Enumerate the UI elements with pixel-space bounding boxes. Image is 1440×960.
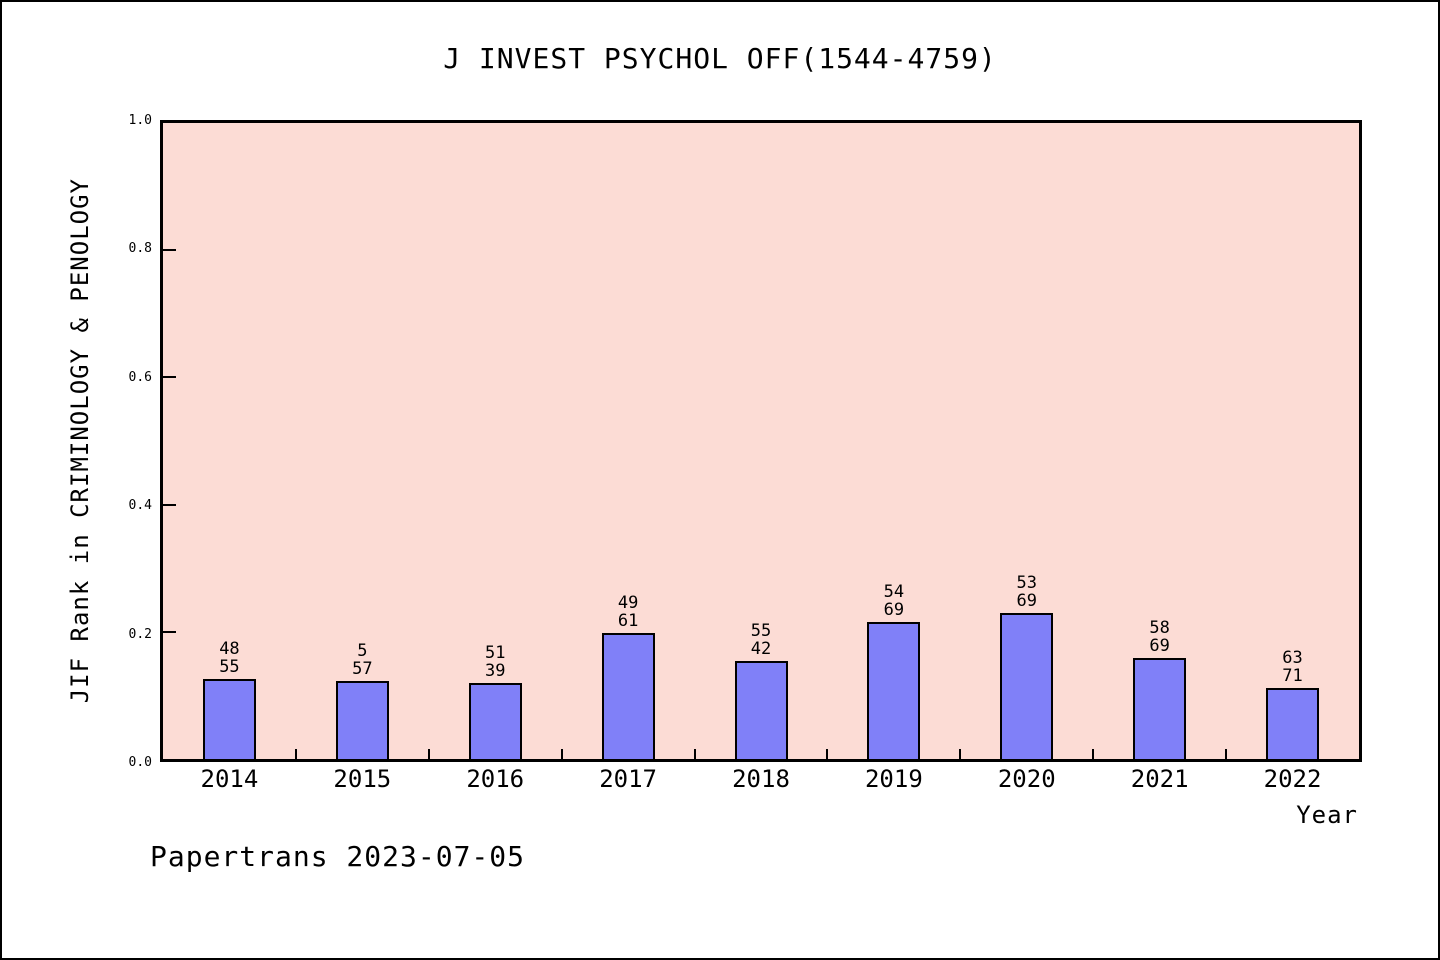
bar-value-line: 5: [357, 640, 368, 661]
x-minor-tick-mark: [826, 749, 829, 759]
footer-note: Papertrans 2023-07-05: [150, 840, 526, 873]
x-minor-tick-mark: [1225, 749, 1228, 759]
bar-value-line: 54: [883, 581, 905, 602]
bar-value-label-2022: 63 71: [1233, 649, 1353, 685]
bar-value-line: 61: [617, 611, 639, 632]
plot-area: 48 55 5 57 51 39 49 61 55 42 54 69 53 69 58 69 63 71: [160, 120, 1362, 762]
y-tick-mark: [163, 630, 176, 633]
bar-value-label-2017: 49 61: [568, 594, 688, 630]
bar-value-label-2019: 54 69: [834, 583, 954, 619]
bar-value-line: 55: [750, 621, 772, 642]
y-tick-label: 0.8: [128, 241, 152, 257]
x-tick-label-2016: 2016: [466, 765, 525, 793]
bar-2020: [1000, 612, 1054, 759]
bar-2014: [202, 678, 256, 759]
bar-value-line: 39: [484, 660, 506, 681]
bar-value-line: 63: [1282, 647, 1303, 668]
y-tick-mark: [163, 249, 176, 252]
y-tick-label: 0.4: [128, 498, 152, 514]
x-tick-label-2015: 2015: [333, 765, 392, 793]
bar-value-label-2014: 48 55: [169, 640, 289, 676]
x-tick-label-2018: 2018: [732, 765, 790, 793]
x-tick-labels: 2014 2015 2016 2017 2018 2019 2020 2021 2022: [160, 765, 1362, 799]
x-minor-tick-mark: [294, 749, 297, 759]
bar-value-label-2015: 5 57: [302, 642, 422, 678]
x-minor-tick-mark: [959, 749, 962, 759]
bar-value-line: 58: [1149, 617, 1170, 638]
x-axis-label: Year: [1296, 801, 1358, 829]
chart-title: J INVEST PSYCHOL OFF(1544-4759): [443, 42, 997, 75]
bar-value-line: 57: [352, 658, 373, 679]
y-tick-labels: 0.0 0.2 0.4 0.6 0.8 1.0: [2, 114, 154, 769]
x-tick-label-2014: 2014: [200, 765, 259, 793]
bar-value-line: 48: [219, 638, 240, 659]
bar-value-line: 69: [1016, 590, 1037, 611]
bar-value-line: 49: [617, 593, 639, 614]
bar-value-line: 69: [1149, 635, 1170, 656]
x-minor-tick-mark: [427, 749, 430, 759]
bar-2015: [335, 680, 389, 759]
y-tick-label: 0.2: [128, 626, 152, 642]
bar-2016: [468, 682, 522, 759]
x-minor-tick-mark: [560, 749, 563, 759]
bar-value-label-2020: 53 69: [967, 574, 1087, 610]
bar-2022: [1266, 687, 1320, 759]
x-tick-label-2021: 2021: [1130, 765, 1189, 793]
bar-value-label-2018: 55 42: [701, 622, 821, 658]
bar-2021: [1133, 657, 1187, 759]
x-tick-label-2022: 2022: [1263, 765, 1322, 793]
bar-2017: [601, 633, 655, 759]
bar-value-label-2021: 58 69: [1100, 619, 1220, 655]
bar-value-line: 53: [1016, 572, 1037, 593]
bar-value-line: 42: [750, 639, 772, 660]
bar-value-label-2016: 51 39: [435, 644, 555, 680]
y-tick-label: 0.6: [128, 369, 152, 385]
bar-2019: [867, 621, 921, 759]
bar-2018: [734, 661, 788, 759]
x-tick-label-2020: 2020: [997, 765, 1056, 793]
bar-value-line: 69: [883, 599, 905, 620]
y-tick-label: 0.0: [128, 755, 152, 770]
bar-value-line: 71: [1282, 665, 1303, 686]
x-minor-tick-mark: [693, 749, 696, 759]
y-tick-mark: [163, 503, 176, 506]
bar-value-line: 51: [484, 642, 506, 663]
x-tick-label-2017: 2017: [599, 765, 657, 793]
bar-value-line: 55: [219, 656, 240, 677]
x-tick-label-2019: 2019: [864, 765, 923, 793]
y-tick-mark: [163, 376, 176, 379]
x-minor-tick-mark: [1092, 749, 1095, 759]
y-tick-label: 1.0: [128, 113, 152, 128]
